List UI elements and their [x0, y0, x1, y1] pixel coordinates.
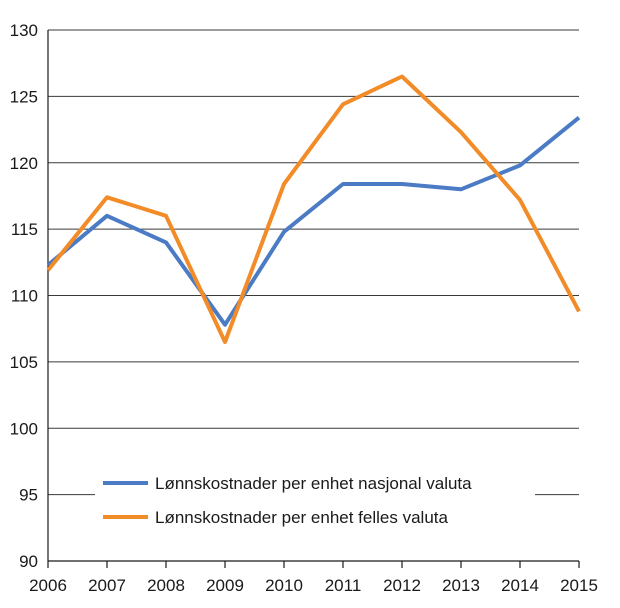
series-line-1: [46, 74, 581, 344]
x-tick-label-2011: 2011: [325, 576, 362, 595]
y-tick-label-105: 105: [10, 353, 38, 372]
x-tick-label-2006: 2006: [29, 576, 67, 595]
legend-background: [95, 470, 535, 532]
y-tick-label-100: 100: [10, 419, 38, 438]
x-axis: 2006 2007 2008 2009 2010 2011 2012 2013 2014 2015: [29, 560, 598, 595]
x-tick-label-2009: 2009: [206, 576, 244, 595]
y-tick-label-125: 125: [10, 87, 38, 106]
y-tick-label-95: 95: [19, 486, 38, 505]
legend: Lønnskostnader per enhet nasjonal valuta…: [95, 470, 535, 532]
x-tick-label-2007: 2007: [88, 576, 126, 595]
x-tick-label-2012: 2012: [383, 576, 421, 595]
y-tick-label-90: 90: [19, 552, 38, 571]
x-tick-label-2014: 2014: [501, 576, 539, 595]
legend-label-felles: Lønnskostnader per enhet felles valuta: [155, 508, 449, 527]
y-tick-label-130: 130: [10, 21, 38, 40]
x-tick-label-2015: 2015: [560, 576, 598, 595]
x-tick-label-2008: 2008: [147, 576, 185, 595]
series-lines: [46, 74, 581, 344]
legend-label-nasjonal: Lønnskostnader per enhet nasjonal valuta: [155, 474, 472, 493]
y-tick-label-110: 110: [11, 287, 38, 306]
series-line-0: [46, 116, 581, 327]
x-tick-label-2013: 2013: [442, 576, 480, 595]
y-tick-label-115: 115: [11, 220, 38, 239]
x-tick-label-2010: 2010: [265, 576, 303, 595]
y-axis: 90 95 100 105 110 115 120 125 130: [10, 21, 49, 571]
y-tick-label-120: 120: [10, 154, 38, 173]
